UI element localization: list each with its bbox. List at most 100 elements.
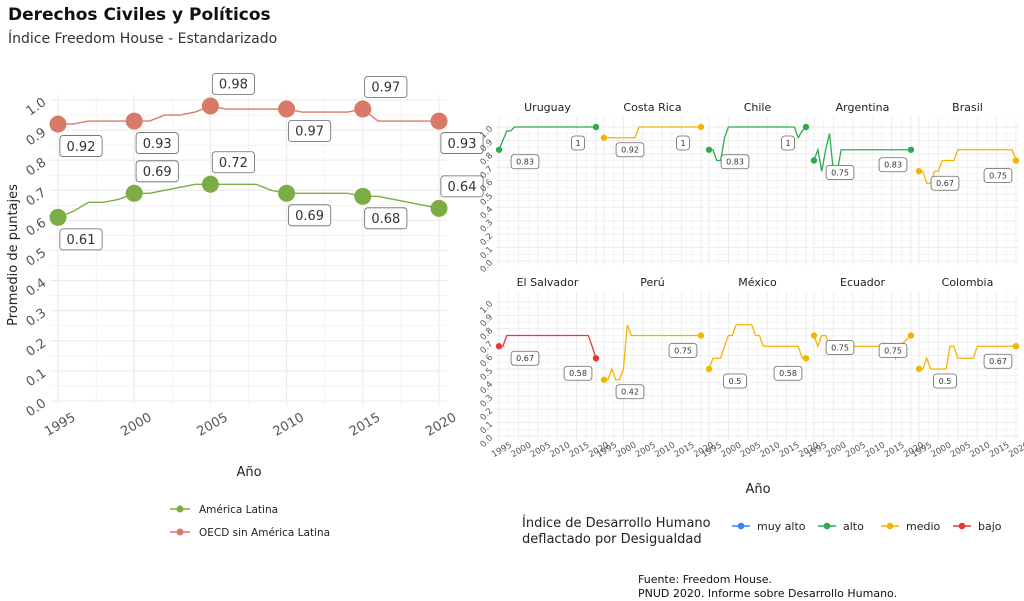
facet-data-label-text: 0.58	[569, 369, 587, 378]
data-label-box	[59, 228, 103, 251]
facet-series-line	[499, 334, 597, 359]
y-tick-label: 1.0	[24, 95, 50, 119]
facet-data-label-text: 0.75	[989, 171, 1007, 180]
data-point	[430, 112, 448, 130]
data-label-text: 0.69	[295, 209, 324, 224]
data-label-box	[135, 132, 179, 154]
facet-data-label-text: 0.58	[779, 369, 797, 378]
facet-data-label-box	[510, 154, 540, 170]
facet-y-tick: 0.7	[479, 339, 496, 356]
facet-point	[1012, 343, 1020, 350]
facet-data-label: 0.75	[878, 343, 908, 358]
legend-label: bajo	[978, 520, 1002, 533]
legend-key-dot	[737, 522, 745, 530]
facet-y-tick: 0.4	[479, 205, 496, 222]
facet-data-label-text: 1	[680, 139, 685, 148]
facet-data-label-box	[825, 340, 855, 355]
facet-y-tick: 0.5	[479, 366, 496, 383]
facet-data-label-text: 0.92	[621, 146, 639, 155]
data-label-text: 0.68	[371, 212, 400, 227]
facet-data-label: 0.67	[930, 175, 960, 191]
data-point	[201, 175, 219, 193]
data-point	[49, 208, 67, 226]
source-caption: Fuente: Freedom House. PNUD 2020. Inform…	[638, 573, 897, 601]
facet-series-line	[708, 324, 806, 370]
data-point	[49, 115, 67, 133]
facet-data-label: 0.83	[510, 154, 540, 170]
legend-label: alto	[843, 520, 864, 533]
legend-label: América Latina	[199, 504, 278, 516]
facet-series-line	[919, 345, 1016, 370]
facet-series-line	[919, 149, 1017, 184]
facet-data-label-box	[983, 353, 1013, 369]
facet-title: Brasil	[952, 101, 983, 114]
facet-point	[600, 134, 608, 141]
data-label-box	[135, 160, 179, 183]
data-label: 0.93	[135, 132, 179, 154]
facet-data-label: 0.58	[563, 365, 593, 381]
data-label-text: 0.69	[143, 165, 172, 180]
y-tick-label: 0.2	[24, 336, 50, 360]
data-point	[278, 100, 296, 118]
legend-key-dot	[886, 522, 894, 530]
facet-point	[1012, 157, 1020, 164]
facet-data-label-text: 0.83	[516, 158, 534, 167]
data-label-box	[440, 175, 484, 198]
facet-point	[592, 355, 600, 362]
data-label-text: 0.93	[143, 137, 172, 152]
facet-data-label-text: 0.75	[831, 168, 849, 177]
x-tick-label: 2005	[195, 410, 231, 440]
data-point	[125, 184, 143, 202]
legend-key-dot	[176, 528, 184, 536]
facet-data-label-text: 0.67	[936, 179, 954, 188]
data-point	[278, 184, 296, 202]
legend-title-line-2: deflactado por Desigualdad	[522, 532, 702, 547]
y-tick-label: 0.5	[24, 246, 50, 270]
facet-x-axis-title: Año	[745, 482, 770, 497]
facet-point	[802, 355, 810, 362]
facet-title: Chile	[744, 101, 772, 114]
facet-y-tick: 0.3	[479, 393, 496, 410]
facet-data-label: 0.42	[615, 384, 645, 400]
facet-y-tick: 0.2	[479, 231, 496, 248]
facet-data-label: 1	[781, 135, 795, 151]
facet-series-line	[709, 126, 807, 162]
facet-title: El Salvador	[517, 276, 579, 289]
facet-data-label: 0.92	[615, 142, 645, 158]
facet-data-label: 0.67	[983, 353, 1013, 369]
y-tick-label: 0.6	[24, 215, 50, 239]
x-axis-title: Año	[236, 465, 261, 480]
data-point	[354, 187, 372, 205]
source-line-2: PNUD 2020. Informe sobre Desarrollo Huma…	[638, 587, 898, 600]
data-label-text: 0.98	[219, 78, 248, 93]
y-tick-label: 0.4	[24, 276, 50, 300]
facet-data-label-box	[510, 350, 540, 366]
facet-title: Perú	[640, 276, 665, 289]
facet-y-tick: 0.0	[479, 433, 496, 450]
facet-y-tick: 0.8	[479, 326, 496, 343]
facet-point	[495, 146, 503, 153]
facet-data-label-text: 0.75	[674, 346, 692, 355]
facet-point	[697, 123, 705, 131]
y-tick-label: 0.0	[24, 396, 50, 420]
x-tick-label: 2020	[423, 410, 459, 440]
facet-data-label-box	[983, 168, 1013, 183]
facet-point	[592, 123, 600, 131]
facet-data-label: 1	[571, 135, 585, 151]
facet-panel: Chile 0.83 1	[705, 101, 810, 265]
source-line-1: Fuente: Freedom House.	[638, 573, 772, 586]
data-label-box	[288, 204, 332, 227]
data-label: 0.72	[211, 151, 255, 174]
facet-data-label: 1	[676, 135, 690, 151]
facet-data-label: 0.75	[983, 168, 1013, 183]
facet-title: México	[738, 276, 777, 289]
legend-key-dot	[958, 522, 966, 530]
facet-data-label-box	[571, 135, 585, 151]
facet-data-label-text: 1	[575, 139, 580, 148]
facet-data-label-box	[930, 175, 960, 191]
facet-title: Argentina	[836, 101, 890, 114]
y-tick-label: 0.3	[24, 306, 50, 330]
